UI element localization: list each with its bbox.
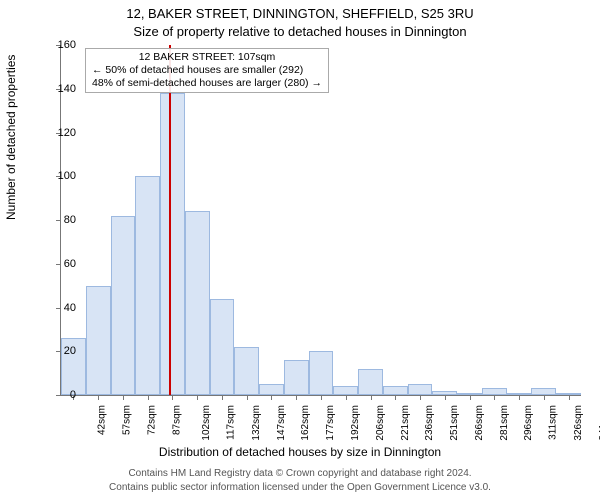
x-tick-label: 266sqm — [474, 405, 485, 441]
y-tick-label: 40 — [46, 302, 76, 314]
x-tick-label: 102sqm — [202, 405, 213, 441]
x-tick-label: 311sqm — [547, 405, 558, 440]
histogram-bar — [333, 386, 358, 395]
histogram-bar — [135, 176, 160, 395]
property-marker-line — [169, 45, 171, 395]
y-tick-label: 120 — [46, 127, 76, 139]
histogram-bar — [86, 286, 111, 395]
x-tick-label: 251sqm — [449, 405, 460, 441]
annotation-line: 48% of semi-detached houses are larger (… — [92, 77, 322, 90]
x-tick-label: 221sqm — [400, 405, 411, 441]
x-tick-label: 192sqm — [350, 405, 361, 441]
y-tick-label: 0 — [46, 389, 76, 401]
histogram-bar — [185, 211, 210, 395]
x-tick-mark — [519, 395, 520, 400]
chart-title-line1: 12, BAKER STREET, DINNINGTON, SHEFFIELD,… — [0, 6, 600, 21]
x-tick-label: 177sqm — [325, 405, 336, 441]
x-tick-label: 87sqm — [171, 405, 182, 435]
x-tick-mark — [98, 395, 99, 400]
x-axis-label: Distribution of detached houses by size … — [0, 445, 600, 459]
x-tick-mark — [371, 395, 372, 400]
histogram-bar — [210, 299, 235, 395]
histogram-bar — [284, 360, 309, 395]
histogram-bar — [383, 386, 408, 395]
x-tick-mark — [172, 395, 173, 400]
x-tick-label: 326sqm — [573, 405, 584, 441]
histogram-bar — [160, 93, 185, 395]
x-tick-mark — [420, 395, 421, 400]
x-tick-mark — [197, 395, 198, 400]
x-tick-label: 206sqm — [375, 405, 386, 441]
histogram-chart: 12, BAKER STREET, DINNINGTON, SHEFFIELD,… — [0, 0, 600, 500]
plot-area — [60, 45, 581, 396]
x-tick-mark — [222, 395, 223, 400]
histogram-bar — [358, 369, 383, 395]
y-tick-label: 100 — [46, 170, 76, 182]
annotation-line: 12 BAKER STREET: 107sqm — [92, 51, 322, 64]
histogram-bar — [234, 347, 259, 395]
y-tick-label: 20 — [46, 345, 76, 357]
x-tick-mark — [148, 395, 149, 400]
y-tick-label: 140 — [46, 83, 76, 95]
x-tick-mark — [296, 395, 297, 400]
annotation-line: ← 50% of detached houses are smaller (29… — [92, 64, 322, 77]
x-tick-mark — [123, 395, 124, 400]
x-tick-mark — [346, 395, 347, 400]
histogram-bar — [111, 216, 136, 395]
histogram-bar — [309, 351, 334, 395]
x-tick-mark — [321, 395, 322, 400]
x-tick-label: 132sqm — [251, 405, 262, 441]
x-tick-label: 236sqm — [424, 405, 435, 441]
x-tick-mark — [494, 395, 495, 400]
x-tick-mark — [247, 395, 248, 400]
x-tick-label: 281sqm — [499, 405, 510, 441]
histogram-bar — [408, 384, 433, 395]
y-axis-label: Number of detached properties — [4, 55, 18, 220]
x-tick-label: 57sqm — [122, 405, 133, 435]
x-tick-mark — [271, 395, 272, 400]
x-tick-mark — [470, 395, 471, 400]
histogram-bar — [259, 384, 284, 395]
y-tick-label: 80 — [46, 214, 76, 226]
x-tick-mark — [395, 395, 396, 400]
x-tick-mark — [445, 395, 446, 400]
x-tick-label: 147sqm — [276, 405, 287, 441]
annotation-box: 12 BAKER STREET: 107sqm← 50% of detached… — [85, 48, 329, 93]
x-tick-mark — [544, 395, 545, 400]
footer-line2: Contains public sector information licen… — [0, 482, 600, 493]
footer-line1: Contains HM Land Registry data © Crown c… — [0, 468, 600, 479]
y-tick-label: 160 — [46, 39, 76, 51]
x-tick-label: 296sqm — [523, 405, 534, 441]
y-tick-label: 60 — [46, 258, 76, 270]
x-tick-label: 72sqm — [146, 405, 157, 435]
chart-title-line2: Size of property relative to detached ho… — [0, 24, 600, 39]
x-tick-label: 162sqm — [301, 405, 312, 441]
x-tick-mark — [569, 395, 570, 400]
x-tick-label: 42sqm — [97, 405, 108, 435]
x-tick-label: 117sqm — [226, 405, 237, 440]
